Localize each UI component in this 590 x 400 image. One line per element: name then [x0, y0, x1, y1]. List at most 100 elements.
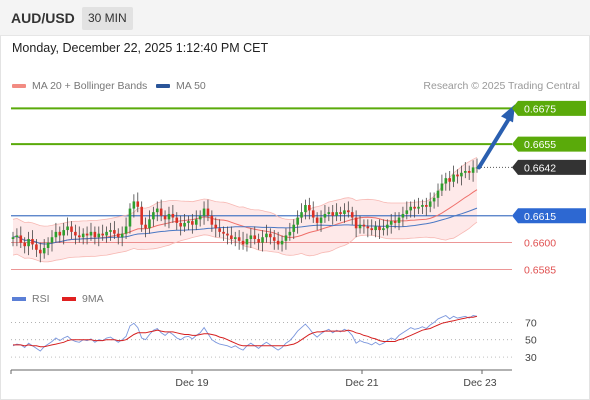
candle [370, 219, 374, 236]
candle-body [374, 226, 377, 231]
candle [444, 172, 448, 191]
candle [50, 230, 54, 252]
candle [237, 230, 241, 250]
legend-ma50-label: MA 50 [176, 80, 206, 92]
candle-body [358, 224, 362, 229]
candle-body [42, 247, 46, 254]
candle [280, 235, 284, 252]
rsi-tick-label: 70 [525, 317, 537, 329]
resistance-price-tag: 0.6675 [512, 100, 586, 116]
candle-body [124, 226, 128, 234]
candle [222, 226, 225, 241]
candle [343, 203, 346, 223]
resistance-price-tag: 0.6655 [512, 136, 586, 152]
candle [436, 183, 440, 207]
candle [175, 212, 179, 231]
candle-body [152, 212, 155, 220]
candle-body [202, 208, 206, 216]
candle [66, 217, 69, 236]
support-price-label: 0.6585 [524, 264, 556, 276]
candle [397, 212, 401, 231]
candle [249, 228, 253, 248]
projection-arrow-head [501, 104, 515, 123]
candle [226, 226, 229, 245]
rsi-swatch [12, 297, 26, 301]
candle-body [226, 233, 229, 236]
candle-body [432, 197, 436, 202]
candle [77, 226, 81, 243]
candle-body [54, 231, 58, 238]
candle [159, 199, 163, 222]
candle-body [448, 178, 452, 182]
candle-body [300, 212, 303, 218]
candle-body [237, 237, 241, 241]
candle [269, 228, 272, 245]
candle [120, 226, 124, 247]
candle-body [163, 215, 167, 220]
candle-body [46, 242, 50, 248]
candle-body [144, 224, 147, 229]
candle [339, 206, 342, 222]
candle-body [97, 233, 101, 238]
candle-body [296, 217, 299, 225]
timeframe-button[interactable]: 30 MIN [82, 7, 133, 30]
x-tick-label: Dec 21 [345, 377, 378, 389]
candle [382, 219, 385, 236]
symbol-label: AUD/USD [11, 10, 75, 26]
candle [452, 165, 455, 188]
x-tick-label: Dec 19 [175, 377, 208, 389]
candle [253, 226, 257, 245]
candle-body [311, 210, 315, 218]
candle-body [214, 224, 218, 229]
candle-body [308, 205, 311, 211]
candle-body [148, 219, 151, 229]
candle-body [116, 233, 120, 238]
candle-body [109, 230, 112, 232]
candle-body [27, 239, 30, 247]
candle-body [343, 210, 346, 214]
candle-body [350, 212, 354, 218]
candle-body [74, 231, 77, 236]
candle-body [249, 235, 253, 240]
candle [152, 206, 155, 227]
candle [167, 206, 171, 229]
candle-body [210, 215, 214, 225]
candle [105, 226, 108, 243]
candle-body [366, 226, 370, 229]
candle-body [280, 240, 284, 245]
candle [304, 199, 307, 220]
candle [386, 219, 389, 236]
candle [389, 213, 393, 234]
candle [23, 237, 26, 254]
candle-body [194, 219, 198, 225]
resistance-tag-shape [512, 136, 586, 152]
candle [417, 197, 420, 214]
candle-body [421, 205, 424, 207]
candle-body [175, 217, 179, 223]
candle [35, 239, 38, 257]
candle [421, 199, 424, 214]
candle [475, 158, 479, 173]
candle-body [323, 213, 327, 218]
candle-body [471, 167, 475, 173]
candle [194, 210, 198, 231]
candle [393, 212, 397, 229]
candle-body [269, 233, 272, 238]
candle-body [304, 205, 307, 213]
candle-body [187, 221, 190, 223]
candle-body [222, 231, 225, 234]
candle-body [81, 233, 85, 238]
candle-body [417, 206, 420, 209]
candle [46, 237, 50, 256]
candle [432, 192, 436, 209]
candle [296, 210, 299, 234]
candle-body [218, 228, 221, 232]
candle-body [362, 224, 366, 227]
candle-body [397, 217, 401, 223]
candles [11, 158, 479, 263]
candle [257, 233, 260, 250]
candle-body [230, 235, 233, 240]
candle [335, 203, 338, 222]
candle-body [354, 217, 358, 229]
